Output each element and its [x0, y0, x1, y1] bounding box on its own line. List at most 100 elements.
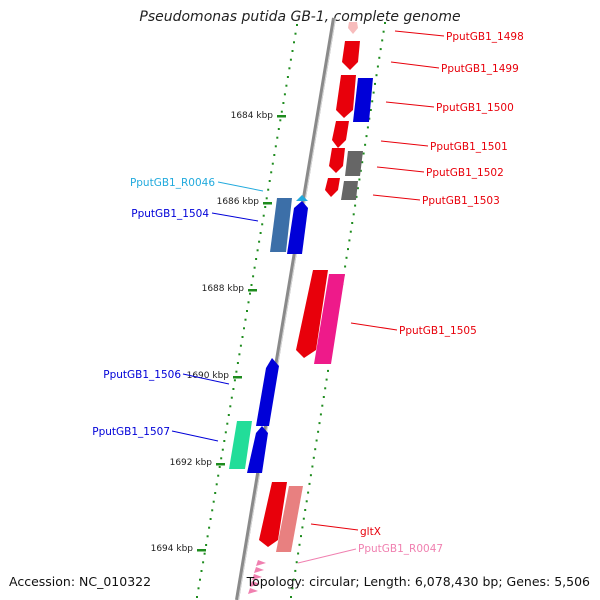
gene-arrow-pputgb1-1501[interactable] — [332, 121, 349, 148]
minor-tick — [314, 448, 317, 451]
minor-tick — [325, 378, 328, 381]
genome-backbone-highlight — [238, 17, 336, 600]
minor-tick — [371, 100, 374, 103]
gene-arrow-pputgb1-1503-partner[interactable] — [341, 181, 358, 200]
gene-label-pputgb1-1498[interactable]: PputGB1_1498 — [446, 31, 524, 43]
minor-tick — [243, 327, 245, 330]
minor-tick — [247, 301, 250, 304]
topology-text: Topology: circular; Length: 6,078,430 bp… — [246, 574, 590, 589]
minor-tick — [375, 74, 378, 77]
gene-arrow-pputgb1-1504[interactable] — [287, 201, 308, 254]
gene-label-pputgb1-1501[interactable]: PputGB1_1501 — [430, 141, 508, 153]
gene-arrow-pputgb1-r0046[interactable] — [296, 195, 308, 201]
gene-label-pputgb1-1505[interactable]: PputGB1_1505 — [399, 325, 477, 337]
minor-tick — [258, 240, 261, 243]
kbp-tick — [216, 463, 225, 466]
gene-arrow-pputgb1-r0047[interactable] — [248, 560, 266, 594]
minor-tick — [356, 187, 359, 190]
gene-label-pputgb1-1499[interactable]: PputGB1_1499 — [441, 63, 519, 75]
callout-line — [385, 101, 435, 108]
minor-tick — [232, 388, 235, 390]
minor-tick — [239, 344, 242, 347]
gene-arrow-pputgb1-1505[interactable] — [296, 270, 328, 358]
gene-arrow-pputgb1-1506[interactable] — [256, 358, 279, 426]
gene-arrow-pputgb1-1500-partner[interactable] — [353, 78, 373, 122]
minor-tick — [382, 30, 385, 33]
minor-tick — [285, 84, 288, 87]
minor-tick — [221, 448, 224, 451]
callout-line — [297, 548, 357, 564]
minor-tick — [270, 171, 273, 174]
gene-label-pputgb1-r0047[interactable]: PputGB1_R0047 — [358, 543, 443, 555]
minor-tick — [302, 517, 305, 520]
gene-arrow-pputgb1-1504-partner[interactable] — [270, 198, 292, 252]
kbp-tick — [233, 376, 242, 379]
minor-tick — [253, 266, 256, 269]
left-tick-track — [196, 24, 298, 598]
minor-tick — [233, 379, 236, 382]
minor-tick — [211, 509, 214, 512]
gene-arrow-gltx[interactable] — [259, 482, 287, 547]
callout-line — [390, 61, 440, 69]
gene-arrow-pputgb1-1505-partner[interactable] — [314, 274, 345, 364]
accession-text: Accession: NC_010322 — [9, 574, 152, 589]
gene-arrow-pputgb1-1502[interactable] — [329, 148, 345, 173]
minor-tick — [250, 284, 253, 286]
minor-tick — [362, 152, 365, 155]
minor-tick — [365, 135, 368, 138]
minor-tick — [347, 248, 349, 251]
minor-tick — [205, 544, 208, 546]
minor-tick — [366, 126, 369, 129]
minor-tick — [271, 162, 274, 165]
minor-tick — [208, 526, 211, 529]
gene-label-pputgb1-1503[interactable]: PputGB1_1503 — [422, 195, 500, 207]
minor-tick — [359, 169, 362, 172]
callout-line — [211, 212, 259, 222]
minor-tick — [308, 482, 311, 485]
minor-tick — [315, 439, 318, 442]
gene-label-pputgb1-1506[interactable]: PputGB1_1506 — [103, 369, 181, 381]
minor-tick — [277, 128, 280, 130]
minor-tick — [223, 440, 226, 442]
gene-label-pputgb1-1504[interactable]: PputGB1_1504 — [131, 208, 209, 220]
gene-arrow-pputgb1-1500[interactable] — [336, 75, 356, 118]
minor-tick — [293, 41, 295, 44]
minor-tick — [274, 145, 277, 148]
gene-arrow-pputgb1-1499[interactable] — [342, 41, 360, 70]
minor-tick — [352, 213, 355, 216]
minor-tick — [294, 32, 297, 35]
minor-tick — [349, 230, 352, 233]
minor-tick — [226, 422, 229, 425]
gene-arrow-pputgb1-1498[interactable] — [348, 22, 358, 34]
minor-tick — [197, 587, 200, 590]
minor-tick — [224, 431, 227, 434]
gene-arrow-pputgb1-1507[interactable] — [247, 426, 268, 473]
minor-tick — [321, 404, 324, 407]
callout-line — [310, 523, 359, 531]
gene-label-pputgb1-r0046[interactable]: PputGB1_R0046 — [130, 177, 215, 189]
minor-tick — [249, 292, 251, 295]
gene-arrow-gltx-partner[interactable] — [276, 486, 303, 552]
minor-tick — [305, 500, 308, 503]
gene-label-pputgb1-1500[interactable]: PputGB1_1500 — [436, 102, 514, 114]
minor-tick — [307, 491, 310, 494]
gene-arrow-pputgb1-1502-partner[interactable] — [345, 151, 363, 176]
gene-label-pputgb1-1502[interactable]: PputGB1_1502 — [426, 167, 504, 179]
callout-line — [394, 30, 445, 37]
gene-arrow-pputgb1-1507-partner[interactable] — [229, 421, 252, 469]
kbp-tick — [197, 549, 206, 552]
minor-tick — [322, 396, 325, 398]
right-tick-track — [290, 22, 386, 598]
minor-tick — [327, 369, 329, 372]
minor-tick — [292, 578, 295, 581]
minor-tick — [311, 465, 314, 468]
minor-tick — [354, 204, 357, 207]
minor-tick — [209, 518, 212, 520]
gene-label-pputgb1-1507[interactable]: PputGB1_1507 — [92, 426, 170, 438]
gene-label-gltx[interactable]: gltX — [360, 526, 381, 538]
gene-arrow-pputgb1-1503[interactable] — [325, 178, 340, 197]
minor-tick — [304, 509, 307, 511]
kbp-tick — [263, 202, 272, 205]
minor-tick — [252, 275, 255, 278]
